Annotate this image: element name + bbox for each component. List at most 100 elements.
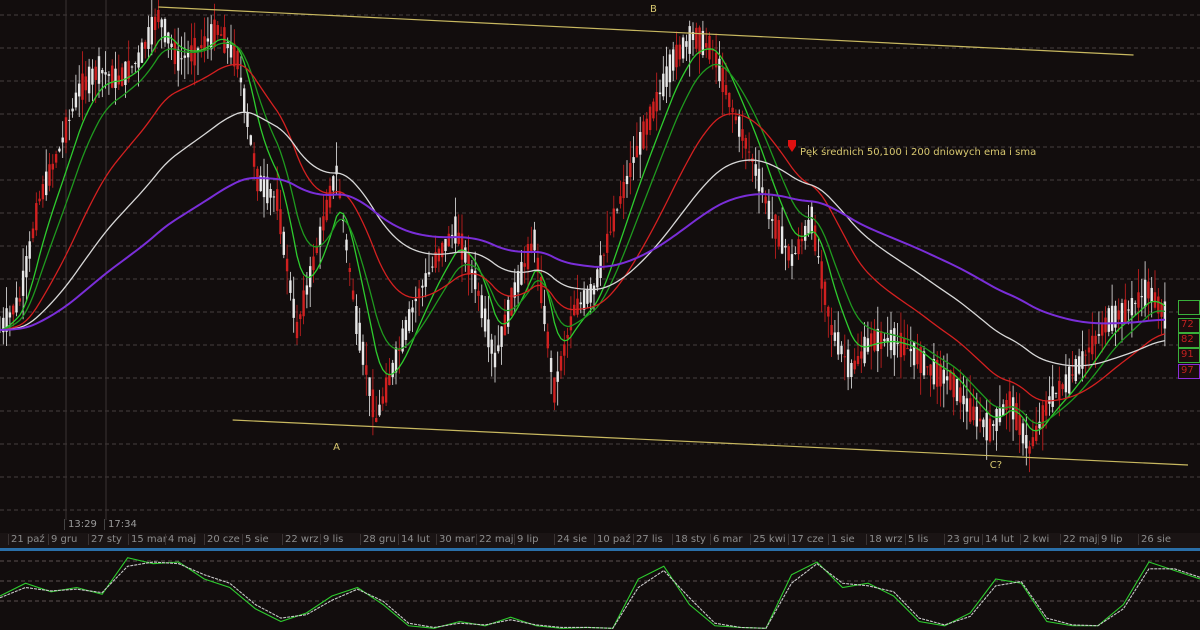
candle-body [685, 41, 688, 47]
candle-body [1028, 446, 1031, 454]
x-tick-label: 15 mar [128, 534, 167, 545]
candle-body [536, 257, 540, 273]
candle-body [665, 66, 668, 87]
time-label: 13:29 [64, 519, 97, 530]
candle-body [351, 290, 355, 300]
candle-body [474, 270, 477, 290]
x-tick-label: 5 sie [242, 534, 269, 545]
x-tick-label: 21 paź [8, 534, 45, 545]
candle-body [381, 396, 384, 404]
x-tick-label: 22 maj [1060, 534, 1098, 545]
candle-body [1051, 386, 1054, 407]
candle-body [153, 16, 157, 31]
wave-label: B [650, 4, 657, 15]
candle-body [757, 168, 761, 192]
candle-body [705, 43, 708, 48]
candle-body [546, 331, 549, 349]
candle-body [1008, 391, 1011, 409]
candle-body [61, 137, 64, 143]
candle-body [609, 231, 612, 233]
candle-body [398, 349, 401, 351]
x-tick-label: 27 sty [88, 534, 122, 545]
candle-body [896, 342, 899, 344]
candle-body [285, 258, 289, 272]
candle-body [606, 233, 609, 253]
candle-body [932, 358, 936, 385]
candle-body [1031, 437, 1035, 447]
price-chart[interactable]: A B C? Pęk średnich 50,100 i 200 dniowych e… [0, 0, 1200, 520]
candle-body [64, 117, 68, 143]
time-row: 13:29 17:34 [0, 519, 1200, 533]
candle-body [490, 339, 493, 354]
candle-body [589, 284, 592, 303]
candle-body [1110, 305, 1114, 331]
candle-body [493, 352, 497, 368]
candle-body [549, 357, 553, 373]
candle-body [840, 345, 843, 355]
candle-body [480, 295, 483, 319]
candle-body [975, 406, 978, 427]
candle-body [807, 219, 810, 234]
candle-body [668, 54, 672, 83]
candle-body [655, 92, 658, 112]
candle-body [596, 269, 599, 288]
candle-body [335, 165, 338, 175]
sma-200-line [0, 176, 1165, 331]
candle-body [368, 377, 371, 396]
candle-body [998, 407, 1002, 423]
candle-body [576, 298, 579, 315]
candle-body [764, 196, 767, 204]
candle-body [1041, 405, 1044, 429]
ema-50-line [0, 63, 1166, 402]
candle-body [163, 18, 167, 43]
candle-body [1054, 392, 1058, 394]
candle-body [114, 68, 117, 89]
candle-body [375, 418, 378, 422]
x-tick-label: 25 kwi [750, 534, 786, 545]
candle-body [58, 148, 61, 152]
candle-body [922, 351, 926, 376]
candle-body [523, 263, 526, 267]
candle-body [652, 101, 655, 119]
candle-body [850, 362, 853, 378]
candle-body [959, 387, 962, 403]
candle-body [642, 121, 645, 149]
candle-body [995, 408, 998, 432]
trendline [232, 419, 1189, 466]
candle-body [860, 351, 863, 359]
candle-body [747, 151, 751, 153]
candle-body [1071, 374, 1074, 376]
candle-body [427, 272, 431, 275]
marker-icon [788, 140, 796, 152]
candle-body [477, 290, 480, 296]
candle-body [144, 41, 147, 49]
candle-body [678, 44, 681, 60]
candle-body [540, 276, 543, 304]
candle-body [516, 271, 520, 293]
candle-body [216, 25, 219, 35]
candle-body [437, 248, 441, 262]
candle-body [909, 348, 912, 352]
candle-body [130, 66, 134, 68]
x-tick-label: 18 wrz [866, 534, 902, 545]
sma-100-line [0, 111, 1166, 367]
candle-body [289, 280, 292, 293]
candle-body [325, 199, 328, 221]
oscillator-panel[interactable] [0, 551, 1200, 630]
candle-body [394, 347, 398, 373]
candle-body [12, 305, 15, 315]
candle-body [206, 38, 210, 42]
candle-body [210, 24, 213, 50]
candle-body [556, 371, 559, 382]
candle-body [78, 83, 81, 97]
candle-body [378, 404, 381, 416]
candle-body [615, 209, 619, 211]
candle-body [797, 239, 800, 255]
candle-body [213, 19, 216, 48]
candle-body [467, 251, 470, 275]
candle-body [817, 255, 820, 258]
candle-body [1091, 335, 1094, 355]
x-tick-label: 17 cze [788, 534, 824, 545]
candle-body [992, 424, 995, 426]
candle-body [1068, 366, 1071, 394]
